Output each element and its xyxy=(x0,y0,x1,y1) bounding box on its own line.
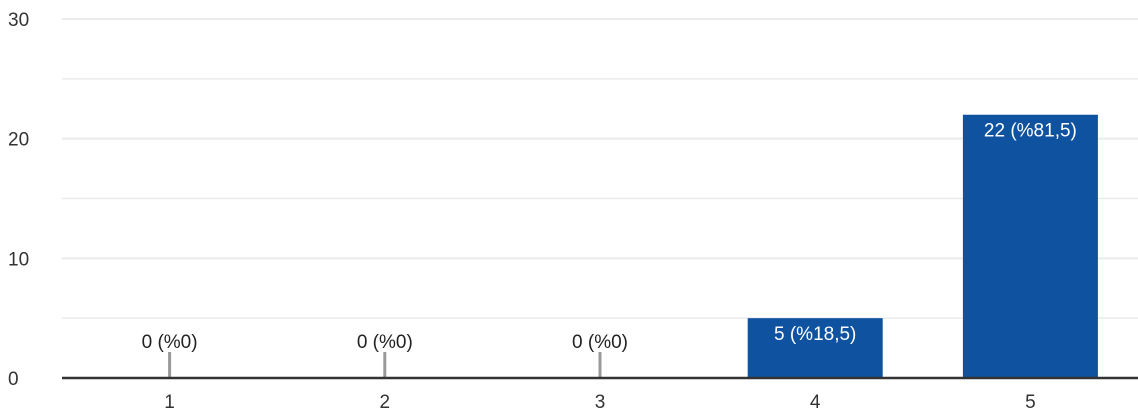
data-label-1: 0 (%0) xyxy=(142,332,198,353)
x-tick-label: 5 xyxy=(1025,392,1036,413)
y-tick-label: 10 xyxy=(8,249,29,270)
x-tick-label: 1 xyxy=(164,392,175,413)
x-axis-ticks: 1 2 3 4 5 xyxy=(164,392,1035,413)
bar-5 xyxy=(963,115,1098,378)
x-tick-label: 4 xyxy=(810,392,821,413)
x-tick-label: 3 xyxy=(595,392,606,413)
y-axis-ticks: 0 10 20 30 xyxy=(8,10,29,390)
y-tick-label: 30 xyxy=(8,10,29,31)
y-tick-label: 20 xyxy=(8,130,29,151)
data-label-5: 22 (%81,5) xyxy=(984,121,1077,142)
x-tick-label: 2 xyxy=(380,392,391,413)
y-tick-label: 0 xyxy=(8,369,19,390)
bars xyxy=(170,115,1098,378)
data-label-4: 5 (%18,5) xyxy=(774,324,856,345)
data-label-3: 0 (%0) xyxy=(572,332,628,353)
data-label-2: 0 (%0) xyxy=(357,332,413,353)
